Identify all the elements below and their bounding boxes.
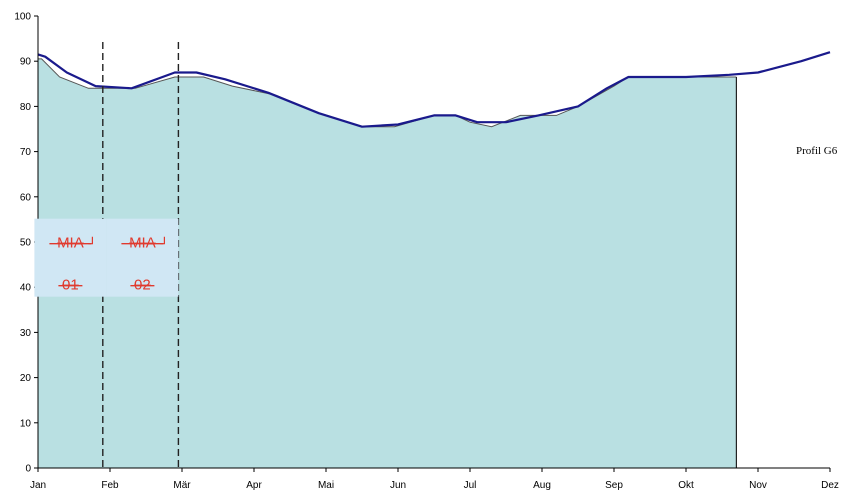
y-tick-label: 10 — [20, 418, 32, 429]
y-tick-label: 20 — [20, 373, 32, 384]
x-tick-label: Feb — [101, 480, 119, 491]
y-tick-label: 0 — [25, 464, 31, 475]
y-tick-label: 90 — [20, 57, 32, 68]
profile-label: Profil G6 — [796, 145, 838, 157]
x-tick-label: Mär — [173, 480, 191, 491]
y-tick-label: 70 — [20, 147, 32, 158]
mia-box-1 — [106, 218, 179, 297]
y-tick-label: 100 — [14, 12, 31, 23]
x-tick-label: Jul — [464, 480, 477, 491]
y-tick-label: 60 — [20, 192, 32, 203]
x-tick-label: Apr — [246, 480, 262, 491]
y-tick-label: 80 — [20, 102, 32, 113]
axis-layer: 0 10 20 30 40 50 60 70 80 90 100 Jan Feb Mär Apr Mai Jun… — [14, 12, 839, 492]
mia-box-0 — [34, 218, 107, 297]
mia-return-mark — [160, 236, 165, 245]
line-series-1 — [37, 51, 831, 128]
x-tick-label: Jun — [390, 480, 406, 491]
y-tick-label: 30 — [20, 328, 32, 339]
area-series-0 — [38, 58, 737, 469]
y-tick-label: 40 — [20, 283, 32, 294]
line-layer — [37, 51, 831, 128]
y-tick-label: 50 — [20, 238, 32, 249]
x-tick-label: Dez — [821, 480, 839, 491]
x-tick-label: Jan — [30, 480, 46, 491]
x-tick-label: Okt — [678, 480, 694, 491]
mia-return-mark — [88, 236, 93, 245]
x-tick-label: Mai — [318, 480, 334, 491]
x-tick-label: Sep — [605, 480, 623, 491]
x-tick-label: Aug — [533, 480, 551, 491]
x-tick-label: Nov — [749, 480, 767, 491]
